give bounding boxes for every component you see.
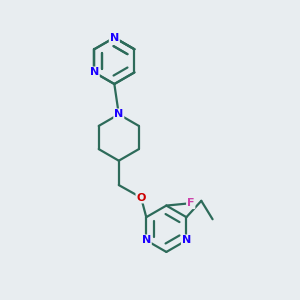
Text: O: O (136, 193, 146, 202)
Text: N: N (90, 68, 99, 77)
Text: N: N (182, 236, 191, 245)
Text: F: F (187, 198, 194, 208)
Text: N: N (142, 236, 151, 245)
Text: N: N (110, 33, 119, 43)
Text: N: N (114, 109, 123, 119)
